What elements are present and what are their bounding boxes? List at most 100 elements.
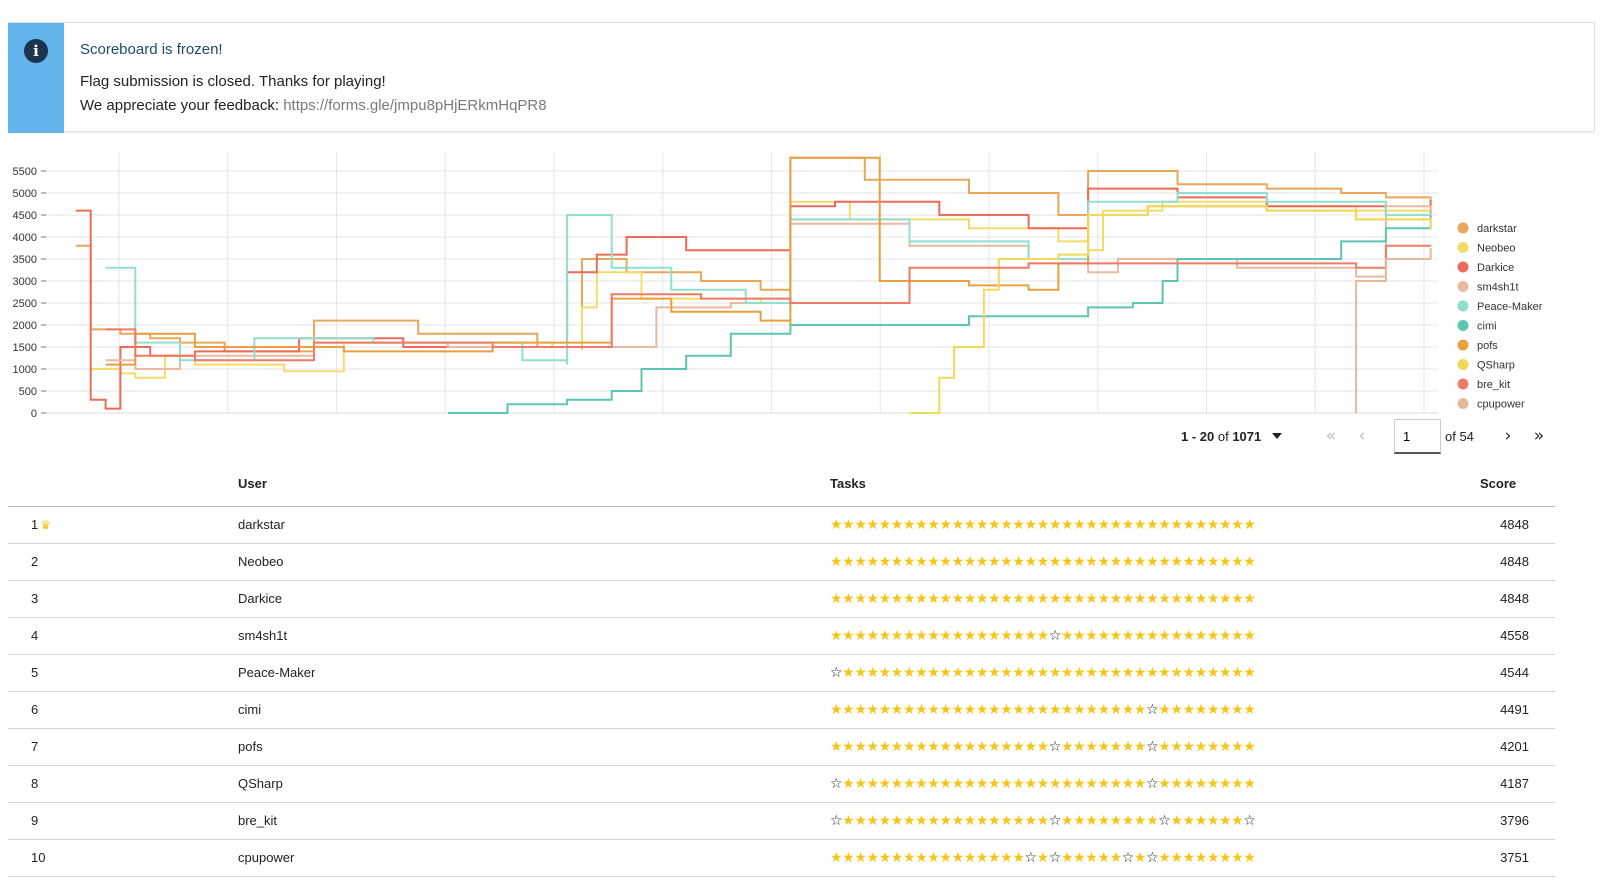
solved-star-icon: ★ xyxy=(1170,850,1183,866)
solved-star-icon: ★ xyxy=(1206,591,1220,607)
user-name[interactable]: Neobeo xyxy=(238,554,284,569)
page-number-input[interactable] xyxy=(1394,419,1441,454)
solved-star-icon: ★ xyxy=(854,813,867,829)
feedback-link[interactable]: https://forms.gle/jmpu8pHjERkmHqPR8 xyxy=(283,97,547,114)
legend-marker xyxy=(1457,261,1469,273)
solved-star-icon: ★ xyxy=(854,665,867,681)
user-name[interactable]: pofs xyxy=(238,739,263,754)
solved-star-icon: ★ xyxy=(902,628,916,644)
score-cell: 4848 xyxy=(1480,580,1555,618)
solved-star-icon: ★ xyxy=(963,739,977,755)
legend-label-sm4sh1t: sm4sh1t xyxy=(1477,282,1519,294)
solved-star-icon: ★ xyxy=(1097,850,1110,866)
solved-star-icon: ★ xyxy=(1073,739,1086,755)
empty-star-icon: ☆ xyxy=(1146,702,1159,718)
empty-star-icon: ☆ xyxy=(1024,850,1038,866)
table-header-row: User Tasks Score xyxy=(8,462,1555,507)
legend-marker xyxy=(1457,320,1469,331)
legend-label-peace-maker: Peace-Maker xyxy=(1477,301,1543,313)
user-cell[interactable]: pofs xyxy=(238,728,830,766)
solved-star-icon: ★ xyxy=(988,776,1001,792)
solved-star-icon: ★ xyxy=(1000,665,1013,681)
user-cell[interactable]: cpupower xyxy=(238,839,830,877)
last-page-icon[interactable]: » xyxy=(1533,426,1545,446)
solved-star-icon: ★ xyxy=(1133,554,1147,570)
first-page-icon[interactable]: « xyxy=(1325,426,1337,446)
empty-star-icon: ☆ xyxy=(1048,628,1062,644)
next-page-icon[interactable]: › xyxy=(1504,426,1512,446)
solved-star-icon: ★ xyxy=(1060,813,1074,829)
solved-star-icon: ★ xyxy=(927,739,940,755)
solved-star-icon: ★ xyxy=(1060,739,1074,755)
solved-star-icon: ★ xyxy=(927,591,940,607)
task-stars: ★★★★★★★★★★★★★★★★★★★★★★★★★★★★★★★★★★★ xyxy=(830,517,1256,533)
score-cell: 4848 xyxy=(1480,506,1555,544)
solved-star-icon: ★ xyxy=(963,665,977,681)
solved-star-icon: ★ xyxy=(927,517,940,533)
user-cell[interactable]: cimi xyxy=(238,691,830,729)
solved-star-icon: ★ xyxy=(915,665,928,681)
user-cell[interactable]: Peace-Maker xyxy=(238,654,830,692)
solved-star-icon: ★ xyxy=(1121,665,1135,681)
solved-star-icon: ★ xyxy=(1146,665,1159,681)
user-name[interactable]: Darkice xyxy=(238,591,283,606)
user-cell[interactable]: bre_kit xyxy=(238,802,830,840)
series-line-cpupower xyxy=(1355,248,1432,413)
solved-star-icon: ★ xyxy=(1158,517,1171,533)
prev-page-icon[interactable]: ‹ xyxy=(1358,426,1366,446)
chevron-down-icon[interactable] xyxy=(1272,433,1282,439)
tasks-cell: ☆★★★★★★★★★★★★★★★★★★★★★★★★★★★★★★★★★★ xyxy=(830,654,1480,692)
solved-star-icon: ★ xyxy=(1085,628,1098,644)
solved-star-icon: ★ xyxy=(1012,850,1025,866)
solved-star-icon: ★ xyxy=(927,702,940,718)
solved-star-icon: ★ xyxy=(1158,554,1171,570)
solved-star-icon: ★ xyxy=(988,517,1001,533)
tasks-cell: ★★★★★★★★★★★★★★★★★★☆★★★★★★★☆★★★★★★★★ xyxy=(830,728,1480,766)
solved-star-icon: ★ xyxy=(1170,554,1183,570)
tasks-header: Tasks xyxy=(830,462,1480,507)
solved-star-icon: ★ xyxy=(915,739,928,755)
solved-star-icon: ★ xyxy=(927,554,940,570)
task-stars: ☆★★★★★★★★★★★★★★★★★☆★★★★★★★★☆★★★★★★☆ xyxy=(830,813,1256,829)
solved-star-icon: ★ xyxy=(1097,665,1110,681)
rank-cell: 9 xyxy=(8,802,238,840)
range-selector[interactable]: 1 - 20 of 1071 xyxy=(1181,429,1261,444)
solved-star-icon: ★ xyxy=(1012,776,1025,792)
rank-number: 7 xyxy=(31,739,39,754)
empty-star-icon: ☆ xyxy=(830,665,843,681)
solved-star-icon: ★ xyxy=(1194,776,1208,792)
solved-star-icon: ★ xyxy=(1000,517,1013,533)
user-cell[interactable]: Darkice xyxy=(238,580,830,618)
user-cell[interactable]: Neobeo xyxy=(238,543,830,581)
info-icon: i xyxy=(24,39,48,63)
user-name[interactable]: cpupower xyxy=(238,850,295,865)
solved-star-icon: ★ xyxy=(1219,813,1232,829)
empty-star-icon: ☆ xyxy=(1243,813,1256,829)
solved-star-icon: ★ xyxy=(1060,517,1074,533)
tasks-cell: ☆★★★★★★★★★★★★★★★★★★★★★★★★★☆★★★★★★★★ xyxy=(830,765,1480,803)
solved-star-icon: ★ xyxy=(1048,665,1062,681)
solved-star-icon: ★ xyxy=(1085,665,1098,681)
solved-star-icon: ★ xyxy=(1170,776,1183,792)
user-cell[interactable]: darkstar xyxy=(238,506,830,544)
user-cell[interactable]: QSharp xyxy=(238,765,830,803)
user-name[interactable]: sm4sh1t xyxy=(238,628,288,643)
solved-star-icon: ★ xyxy=(878,517,892,533)
y-tick-label: 500 xyxy=(19,386,37,398)
table-row: 6 cimi ★★★★★★★★★★★★★★★★★★★★★★★★★★☆★★★★★★★★… xyxy=(8,691,1555,729)
user-cell[interactable]: sm4sh1t xyxy=(238,617,830,655)
empty-star-icon: ☆ xyxy=(1146,850,1159,866)
user-name[interactable]: darkstar xyxy=(238,517,285,532)
tasks-cell: ★★★★★★★★★★★★★★★★★★★★★★★★★★★★★★★★★★★ xyxy=(830,580,1480,618)
solved-star-icon: ★ xyxy=(939,665,952,681)
solved-star-icon: ★ xyxy=(1231,628,1244,644)
user-name[interactable]: bre_kit xyxy=(238,813,278,828)
solved-star-icon: ★ xyxy=(842,813,855,829)
user-name[interactable]: QSharp xyxy=(238,776,283,791)
solved-star-icon: ★ xyxy=(963,591,977,607)
solved-star-icon: ★ xyxy=(1133,702,1147,718)
solved-star-icon: ★ xyxy=(1012,628,1025,644)
user-name[interactable]: cimi xyxy=(238,702,262,717)
solved-star-icon: ★ xyxy=(1194,665,1208,681)
user-name[interactable]: Peace-Maker xyxy=(238,665,316,680)
